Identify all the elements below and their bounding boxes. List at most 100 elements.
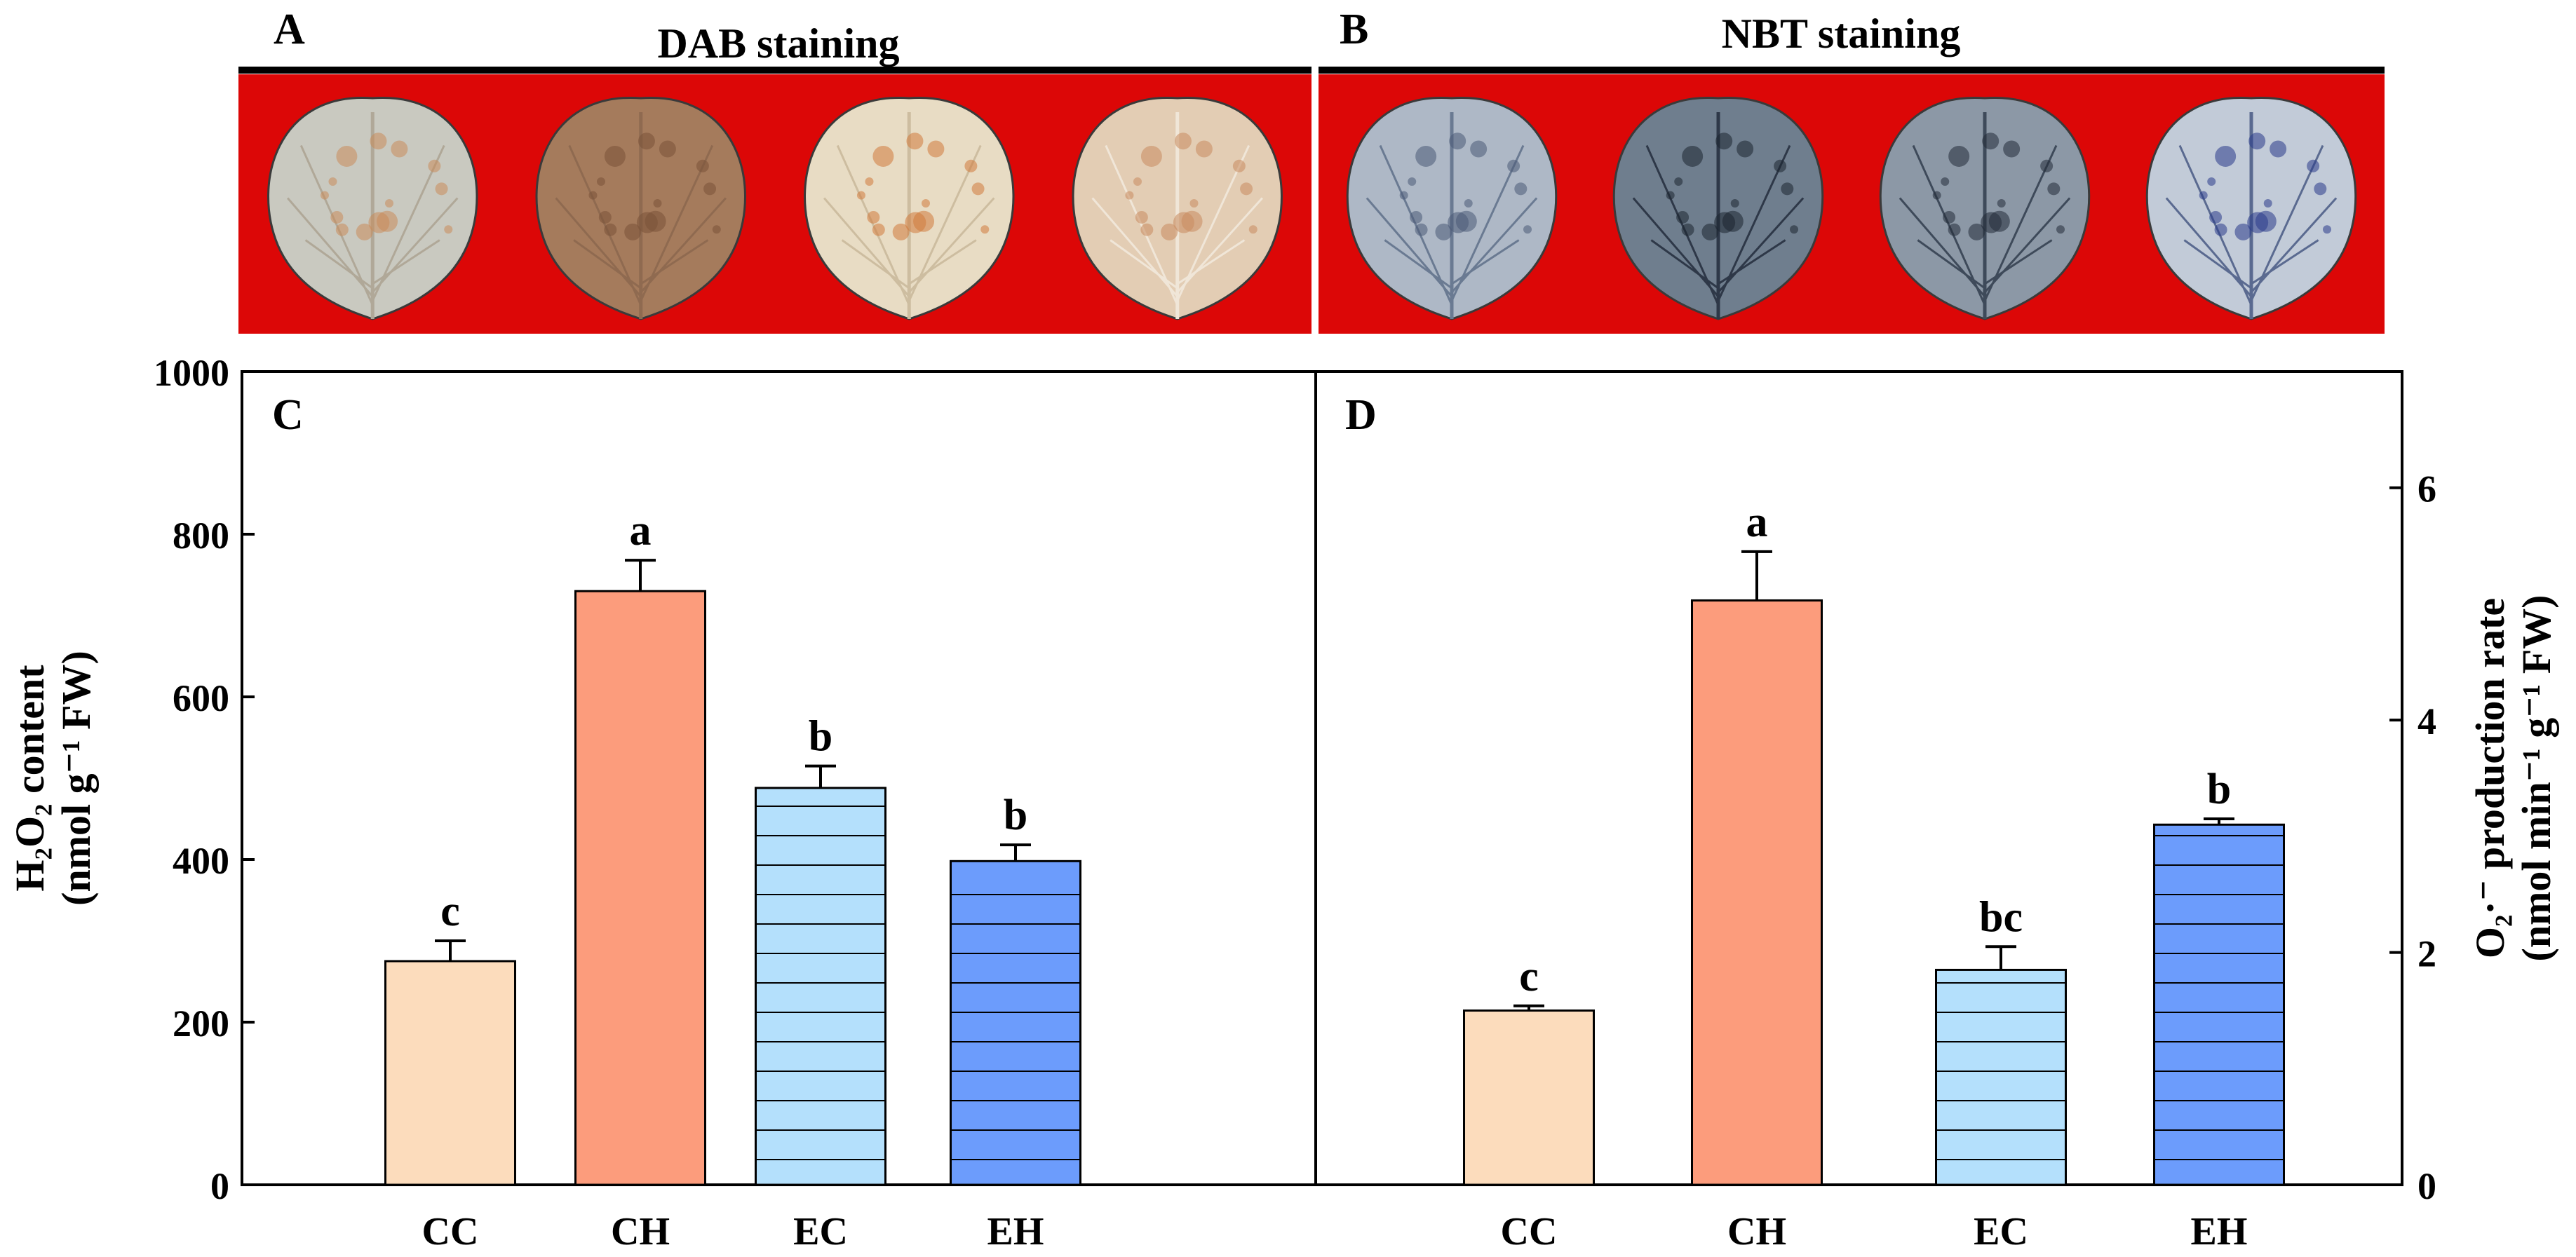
stain-spot [2234, 223, 2252, 240]
panel-d-chart: 0 2 4 6 c CC a CH bc EC b EH [1463, 468, 2436, 1253]
y-tick-label: 6 [2417, 468, 2436, 510]
panel-d-letter: D [1345, 391, 1377, 439]
stain-spot [1774, 159, 1787, 172]
stain-spot [971, 182, 985, 196]
panel-d: D 0 2 4 6 c CC a CH bc EC b EH O₂·⁻ production rate… [1345, 391, 2559, 1253]
bar-eh [2153, 823, 2285, 1186]
stain-spot [370, 133, 387, 150]
bar-ch [1691, 599, 1823, 1186]
stain-spot [336, 145, 358, 167]
panel-c-letter: C [272, 391, 304, 439]
category-label-ch: CH [611, 1210, 670, 1253]
leaf-vein [640, 239, 709, 285]
leaf-vein [908, 239, 977, 285]
stain-spot [598, 210, 612, 224]
stain-spot [391, 140, 408, 158]
panel-b: B NBT staining [1319, 6, 2385, 334]
stain-spot [1997, 199, 2006, 208]
stain-spot [2003, 140, 2021, 158]
stain-spot [872, 223, 885, 236]
panel-d-ylabel-line1: O₂·⁻ production rate [2467, 598, 2513, 958]
stain-spot [856, 191, 865, 200]
stain-spot [385, 199, 393, 208]
leaf-vein [573, 239, 642, 290]
significance-letter-ec: b [809, 713, 832, 761]
y-tick-label: 200 [173, 1003, 229, 1045]
y-tick-label: 800 [173, 515, 229, 557]
panel-d-ylabel-line2: (nmol min⁻¹ g⁻¹ FW) [2514, 595, 2559, 962]
stain-spot [659, 140, 676, 158]
leaf-a-ch [535, 97, 746, 320]
panel-a-letter: A [274, 6, 305, 53]
leaf-b-ch [1612, 97, 1824, 320]
stain-spot [1135, 210, 1148, 224]
stain-spot [1140, 145, 1162, 167]
stain-spot [1514, 182, 1528, 196]
stain-spot [596, 177, 605, 186]
stain-spot [1410, 210, 1423, 224]
leaf-vein [1899, 197, 1986, 297]
stain-spot [2263, 199, 2272, 208]
stain-spot [604, 145, 626, 167]
leaf-vein [1717, 197, 1805, 294]
leaf-vein [2251, 239, 2319, 285]
category-label-ch: CH [1727, 1210, 1786, 1253]
stain-spot [1948, 223, 1961, 236]
stain-spot [1415, 145, 1437, 167]
leaf-vein [2250, 197, 2338, 294]
stain-spot [1449, 133, 1466, 150]
stain-spot [1125, 191, 1134, 200]
significance-letter-cc: c [440, 888, 460, 935]
leaf-vein [1091, 197, 1178, 297]
leaf-vein [286, 197, 374, 297]
stain-spot [1408, 177, 1417, 186]
stain-spot [1982, 133, 2000, 150]
leaf-vein [372, 239, 440, 285]
panel-c-chart: 0 200 400 600 800 1000 c CC a CH b EC b EH [154, 352, 1081, 1253]
stain-spot [906, 133, 924, 150]
stain-spot [2209, 210, 2223, 224]
stain-spot [980, 225, 990, 234]
category-label-eh: EH [2191, 1210, 2248, 1253]
category-label-cc: CC [422, 1210, 479, 1253]
stain-spot [1173, 212, 1194, 233]
stain-spot [1140, 223, 1154, 236]
y-tick-label: 400 [173, 840, 229, 882]
stain-spot [1248, 225, 1257, 234]
leaf-vein [640, 197, 727, 294]
leaf-b-eh [2145, 97, 2357, 320]
stain-spot [712, 225, 721, 234]
leaf-vein [304, 239, 374, 290]
leaf-vein [1110, 239, 1178, 290]
stain-spot [1464, 199, 1473, 208]
stain-spot [1674, 177, 1683, 186]
category-label-ec: EC [793, 1210, 848, 1253]
stain-spot [1189, 199, 1199, 208]
bar-ec [1935, 968, 2067, 1186]
stain-spot [1676, 210, 1690, 224]
stain-spot [1790, 225, 1799, 234]
chart-frame [241, 370, 2403, 1186]
stain-spot [653, 199, 662, 208]
leaf-vein [1984, 239, 2053, 285]
significance-letter-eh: b [1004, 791, 1027, 839]
stain-spot [1701, 223, 1719, 240]
stain-spot [2248, 133, 2266, 150]
leaf-a-cc [267, 97, 478, 320]
bar-ec [755, 787, 886, 1186]
y-tick-label: 0 [2417, 1165, 2436, 1207]
leaf-vein [1365, 197, 1453, 297]
leaf-vein [1451, 239, 1520, 285]
panel-b-title: NBT staining [1722, 11, 1961, 57]
stain-spot [1195, 140, 1213, 158]
stain-spot [927, 140, 945, 158]
leaf-vein [1384, 239, 1452, 290]
panel-c: C 0 200 400 600 800 1000 c CC a CH b EC b EH H₂O₂ con… [7, 352, 1081, 1253]
category-label-eh: EH [987, 1210, 1044, 1253]
stain-spot [1714, 212, 1736, 233]
stain-spot [1507, 159, 1520, 172]
leaf-vein [1632, 197, 1720, 297]
stain-spot [696, 159, 709, 172]
stain-spot [964, 159, 978, 172]
